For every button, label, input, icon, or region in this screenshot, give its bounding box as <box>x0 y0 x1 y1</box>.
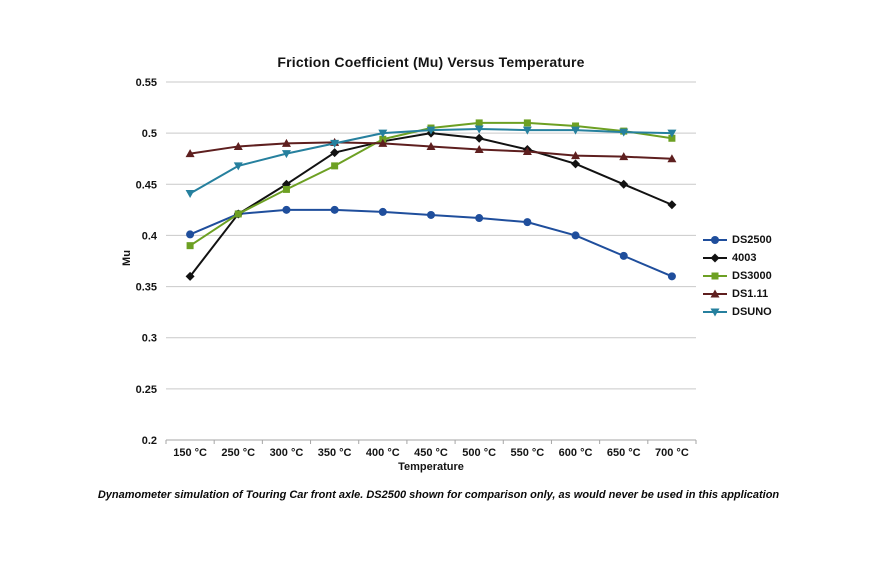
series-DS3000-point <box>331 162 339 170</box>
series-DS3000-point <box>234 210 242 218</box>
series-4003-point <box>667 200 677 210</box>
legend-item-4003: 4003 <box>702 249 772 267</box>
y-tick-label: 0.2 <box>142 435 157 447</box>
series-line-DS2500 <box>189 208 673 278</box>
series-DS3000-point <box>668 134 676 142</box>
series-DSUNO-point <box>378 129 388 138</box>
series-DS3000-point <box>282 185 290 193</box>
series-DS3000-point <box>572 122 580 130</box>
x-tick-label: 550 °C <box>510 447 544 459</box>
y-tick-label: 0.45 <box>136 179 157 191</box>
series-DS2500-point <box>378 207 387 216</box>
x-tick-label: 450 °C <box>414 447 448 459</box>
series-DSUNO-point <box>522 126 532 135</box>
x-tick-label: 300 °C <box>270 447 304 459</box>
series-DS3000-point <box>523 119 531 127</box>
series-DSUNO-point <box>474 125 484 134</box>
legend-item-DSUNO: DSUNO <box>702 303 772 321</box>
y-tick-label: 0.35 <box>136 282 157 294</box>
series-4003-point <box>330 148 340 158</box>
series-DS2500-point <box>330 205 339 214</box>
series-DS3000-point <box>475 119 483 127</box>
x-axis-title: Temperature <box>398 461 464 473</box>
legend-item-DS2500: DS2500 <box>702 231 772 249</box>
x-tick-label: 600 °C <box>559 447 593 459</box>
y-tick-label: 0.25 <box>136 384 157 396</box>
legend-item-DS1.11: DS1.11 <box>702 285 772 303</box>
triangle-down-legend-marker-icon <box>703 308 727 317</box>
series-DS2500-point <box>571 231 580 240</box>
series-DSUNO-point <box>571 126 581 135</box>
series-DS2500-point <box>282 205 291 214</box>
y-axis-title: Mu <box>121 250 133 266</box>
series-DSUNO-point <box>281 150 291 159</box>
legend-item-DS3000: DS3000 <box>702 267 772 285</box>
y-tick-label: 0.4 <box>142 230 158 242</box>
legend-label: 4003 <box>732 252 757 264</box>
series-DSUNO-point <box>233 162 243 171</box>
legend-label: DS3000 <box>732 270 772 282</box>
series-DS1.11-point <box>474 145 484 154</box>
series-DS2500-point <box>619 251 628 260</box>
series-DS2500-point <box>427 210 435 219</box>
y-tick-label: 0.5 <box>142 128 157 140</box>
series-DS2500-point <box>667 272 676 281</box>
series-DSUNO-point <box>619 128 629 137</box>
series-DSUNO-point <box>426 126 436 135</box>
series-DS1.11-point <box>426 141 436 150</box>
series-DSUNO-point <box>185 189 195 198</box>
series-4003-point <box>571 159 581 169</box>
series-DSUNO-point <box>330 139 340 148</box>
x-tick-label: 150 °C <box>173 447 207 459</box>
chart-caption: Dynamometer simulation of Touring Car fr… <box>97 489 780 501</box>
x-tick-label: 500 °C <box>462 447 496 459</box>
legend-label: DS1.11 <box>732 288 769 300</box>
series-4003-point <box>619 179 629 189</box>
x-tick-label: 400 °C <box>366 447 400 459</box>
x-tick-label: 250 °C <box>221 447 255 459</box>
series-DS1.11-point <box>281 138 291 147</box>
series-DS1.11-point <box>667 154 677 163</box>
legend-label: DS2500 <box>732 234 772 246</box>
legend-label: DSUNO <box>732 306 772 318</box>
series-4003-point <box>474 133 484 143</box>
series-DS1.11-point <box>378 138 388 147</box>
series-DS1.11-point <box>571 151 581 160</box>
series-DS3000-point <box>186 242 194 250</box>
y-tick-label: 0.55 <box>136 77 157 89</box>
series-DS1.11-point <box>619 152 629 161</box>
series-line-4003 <box>189 132 673 278</box>
circle-legend-marker-icon <box>703 236 727 244</box>
diamond-legend-marker-icon <box>703 253 727 263</box>
x-tick-label: 650 °C <box>607 447 641 459</box>
x-tick-label: 350 °C <box>318 447 352 459</box>
series-DS2500-point <box>475 214 484 223</box>
x-tick-label: 700 °C <box>655 447 689 459</box>
series-DS2500-point <box>523 218 532 227</box>
series-DSUNO-point <box>667 129 677 138</box>
series-DS1.11-point <box>233 141 243 150</box>
triangle-up-legend-marker-icon <box>703 289 727 298</box>
y-tick-label: 0.3 <box>142 333 157 345</box>
series-DS2500-point <box>186 230 195 239</box>
series-DS1.11-point <box>185 149 195 158</box>
series-DS1.11-point <box>522 147 532 156</box>
square-legend-marker-icon <box>703 272 727 280</box>
chart-title: Friction Coefficient (Mu) Versus Tempera… <box>277 54 585 70</box>
series-4003-point <box>185 271 195 281</box>
chart-legend: DS2500 4003 DS3000 DS1.11 DSUNO <box>702 231 772 321</box>
